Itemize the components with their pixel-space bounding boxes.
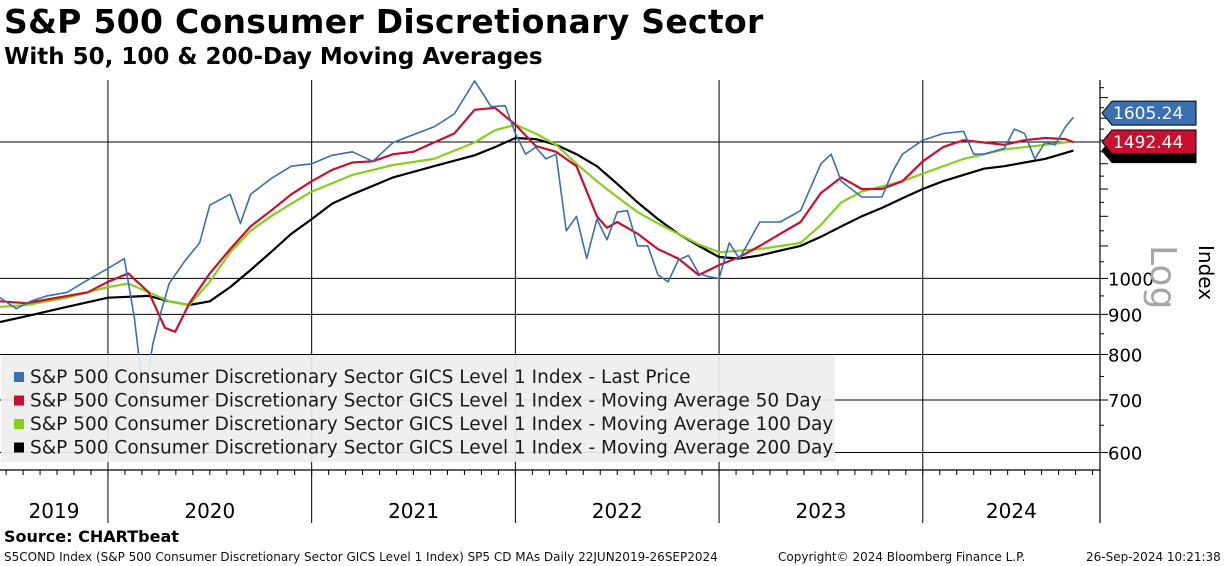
series-lines	[0, 80, 1075, 406]
chart-subtitle: With 50, 100 & 200-Day Moving Averages	[4, 44, 543, 70]
y-tick-label: 900	[1108, 305, 1142, 326]
footer-copyright: Copyright© 2024 Bloomberg Finance L.P.	[778, 550, 1026, 564]
legend-label: S&P 500 Consumer Discretionary Sector GI…	[30, 391, 822, 412]
legend-item: S&P 500 Consumer Discretionary Sector GI…	[14, 414, 833, 435]
value-badge-last-price: 1605.24	[1101, 100, 1197, 126]
svg-text:1492.44: 1492.44	[1113, 133, 1183, 153]
value-badge-ma50: 1492.44	[1101, 129, 1197, 155]
footer-description: S5COND Index (S&P 500 Consumer Discretio…	[4, 550, 718, 564]
y-axis-title: Index	[1194, 245, 1218, 300]
series-line-ma50	[0, 106, 1074, 333]
legend-swatch	[14, 442, 24, 453]
x-tick-label: 2023	[795, 499, 846, 523]
legend-label: S&P 500 Consumer Discretionary Sector GI…	[30, 367, 691, 388]
x-tick-label: 2021	[388, 499, 439, 523]
y-tick-label: 600	[1108, 444, 1142, 465]
svg-text:1605.24: 1605.24	[1113, 104, 1183, 124]
legend: S&P 500 Consumer Discretionary Sector GI…	[1, 355, 835, 462]
source-note: Source: CHARTbeat	[4, 527, 179, 546]
y-tick-label: 800	[1108, 345, 1142, 366]
value-badges: 1492.44 1605.24	[1101, 100, 1197, 164]
axes: 600 700 800 900 1000 2019 2020 2021 2022 2023 2024…	[0, 80, 1218, 523]
footer-timestamp: 26-Sep-2024 10:21:38	[1086, 550, 1221, 564]
legend-item: S&P 500 Consumer Discretionary Sector GI…	[14, 367, 691, 388]
legend-label: S&P 500 Consumer Discretionary Sector GI…	[30, 438, 833, 459]
legend-background	[1, 355, 835, 462]
y-tick-label: 1000	[1108, 269, 1154, 290]
x-tick-label: 2022	[592, 499, 643, 523]
x-tick-label: 2024	[986, 499, 1037, 523]
y-tick-label: 700	[1108, 391, 1142, 412]
legend-item: S&P 500 Consumer Discretionary Sector GI…	[14, 391, 822, 412]
legend-swatch	[14, 395, 24, 406]
series-line-ma200	[0, 136, 1074, 324]
legend-label: S&P 500 Consumer Discretionary Sector GI…	[30, 414, 833, 435]
legend-item: S&P 500 Consumer Discretionary Sector GI…	[14, 438, 833, 459]
series-line-last-price	[0, 80, 1075, 406]
scale-label: Log	[1142, 245, 1183, 309]
series-line-ma100	[0, 123, 1074, 308]
chart-title: S&P 500 Consumer Discretionary Sector	[4, 2, 764, 41]
x-tick-label: 2019	[29, 499, 80, 523]
legend-swatch	[14, 419, 24, 429]
x-tick-label: 2020	[184, 499, 235, 523]
legend-swatch	[14, 372, 24, 382]
